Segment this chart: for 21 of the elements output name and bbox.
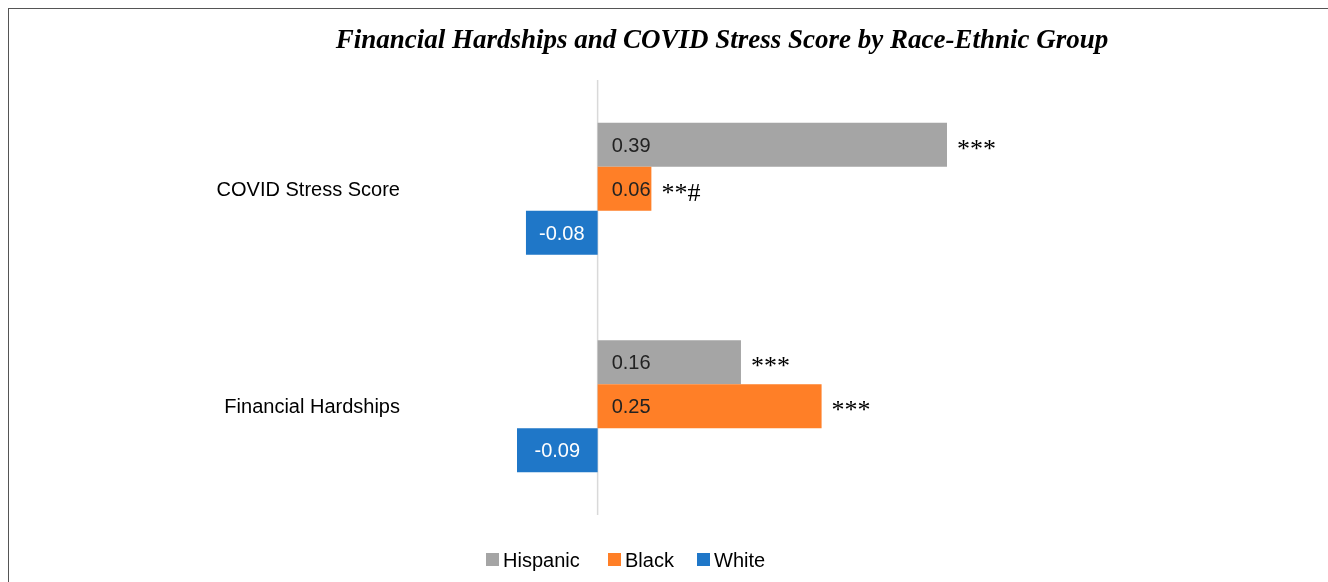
chart-title: Financial Hardships and COVID Stress Score by Race-Ethnic Group bbox=[334, 24, 1109, 54]
y-tick-label: Financial Hardships bbox=[224, 395, 400, 418]
data-label: 0.39 bbox=[611, 133, 651, 156]
bar bbox=[597, 340, 741, 385]
text: *** bbox=[957, 133, 996, 163]
legend-label: White bbox=[714, 549, 766, 571]
annotation: **# bbox=[661, 177, 701, 207]
bar bbox=[525, 210, 598, 255]
data-label: -0.09 bbox=[534, 439, 581, 462]
bar bbox=[597, 122, 947, 167]
legend-label: Black bbox=[625, 549, 675, 571]
annotation: *** bbox=[750, 351, 790, 381]
y-tick-label: COVID Stress Score bbox=[216, 177, 400, 200]
legend-label: Hispanic bbox=[503, 549, 580, 571]
annotation: *** bbox=[831, 395, 871, 425]
bar bbox=[597, 384, 822, 429]
data-label: 0.06 bbox=[611, 177, 651, 200]
data-label: 0.16 bbox=[611, 351, 651, 374]
data-label: 0.25 bbox=[611, 395, 651, 418]
data-label: -0.08 bbox=[538, 221, 585, 244]
bar bbox=[517, 428, 598, 473]
